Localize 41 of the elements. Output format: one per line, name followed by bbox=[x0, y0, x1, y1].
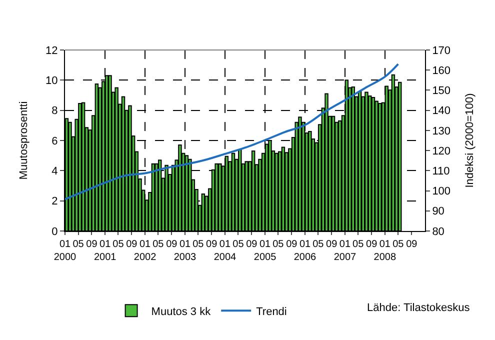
x-tick-label: 09 bbox=[246, 239, 258, 250]
x-tick-label: 09 bbox=[166, 239, 178, 250]
y2-tick-label: 160 bbox=[432, 64, 451, 77]
y2-tick-label: 100 bbox=[432, 186, 451, 198]
x-tick-label: 05 bbox=[112, 239, 124, 250]
y-tick-label: 2 bbox=[52, 196, 58, 208]
x-tick-label: 05 bbox=[152, 239, 164, 250]
y2-tick-label: 170 bbox=[432, 44, 451, 57]
x-tick-label: 09 bbox=[406, 239, 418, 250]
legend-label: Trendi bbox=[256, 306, 287, 318]
x-tick-label: 09 bbox=[286, 239, 298, 250]
y-axis-title: Muutosprosentti bbox=[18, 101, 30, 180]
x-tick-label: 09 bbox=[326, 239, 338, 250]
x-tick-label: 05 bbox=[232, 239, 244, 250]
y-tick-label: 6 bbox=[52, 135, 58, 148]
x-tick-label: 09 bbox=[86, 239, 98, 250]
y2-tick-label: 150 bbox=[432, 85, 451, 98]
y2-tick-label: 140 bbox=[432, 105, 451, 118]
x-tick-label: 05 bbox=[192, 239, 204, 250]
x-tick-label: 05 bbox=[72, 239, 84, 250]
x-tick-label: 09 bbox=[366, 239, 378, 250]
y2-tick-label: 120 bbox=[432, 145, 451, 158]
x-tick-label: 05 bbox=[392, 239, 404, 250]
x-tick-label: 09 bbox=[206, 239, 218, 250]
y2-tick-label: 90 bbox=[432, 206, 444, 218]
y-tick-label: 10 bbox=[46, 75, 58, 88]
y2-tick-label: 130 bbox=[432, 125, 451, 138]
x-tick-label: 05 bbox=[272, 239, 284, 250]
y-tick-label: 8 bbox=[52, 105, 58, 118]
y2-tick-label: 80 bbox=[432, 226, 444, 238]
x-tick-label: 09 bbox=[126, 239, 138, 250]
y2-tick-label: 110 bbox=[432, 166, 450, 178]
y-tick-label: 4 bbox=[52, 166, 58, 178]
x-tick-label: 05 bbox=[312, 239, 324, 250]
y-tick-label: 12 bbox=[46, 44, 58, 57]
line-series bbox=[65, 63, 400, 200]
legend-label: Muutos 3 kk bbox=[151, 306, 212, 318]
text: Lähde: Tilastokeskus bbox=[367, 302, 470, 314]
y-tick-label: 0 bbox=[52, 226, 58, 238]
x-tick-label: 05 bbox=[352, 239, 364, 250]
y2-axis-title: Indeksi (2000=100) bbox=[464, 93, 476, 188]
